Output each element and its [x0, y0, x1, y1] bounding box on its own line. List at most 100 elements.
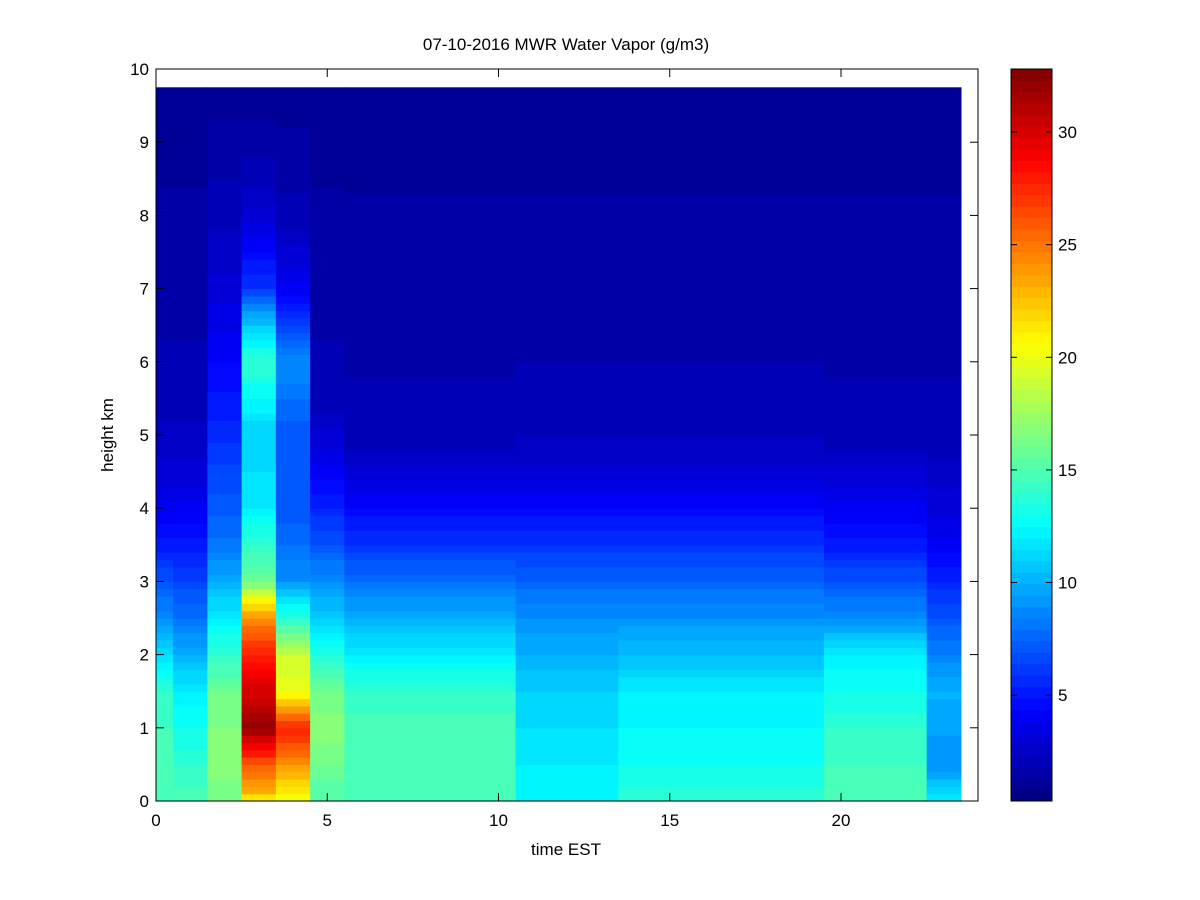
heatmap-cell [515, 698, 619, 707]
heatmap-cell [344, 87, 517, 92]
heatmap-cell [515, 742, 619, 751]
heatmap-cell [310, 705, 345, 714]
heatmap-cell [618, 493, 825, 502]
heatmap-cell [207, 764, 243, 773]
heatmap-cell [207, 127, 243, 136]
heatmap-cell [275, 478, 311, 487]
heatmap-cell [618, 581, 825, 590]
heatmap-cell [515, 559, 619, 568]
heatmap-cell [241, 449, 277, 458]
colorbar-band [1011, 435, 1052, 447]
heatmap-cell [207, 369, 243, 378]
heatmap-cell [618, 171, 825, 180]
heatmap-cell [823, 178, 928, 187]
heatmap-cell [275, 574, 311, 582]
heatmap-cell [515, 317, 619, 326]
heatmap-cell [823, 208, 928, 216]
heatmap-cell [515, 376, 619, 385]
heatmap-cell [823, 639, 928, 648]
heatmap-cell [275, 405, 311, 414]
heatmap-cell [926, 786, 962, 795]
heatmap-cell [515, 435, 619, 443]
heatmap-cell [173, 156, 208, 165]
heatmap-cell [241, 486, 277, 495]
heatmap-cell [618, 544, 825, 553]
heatmap-cell [618, 200, 825, 209]
heatmap-cell [344, 442, 517, 451]
heatmap-cell [156, 186, 174, 195]
heatmap-cell [275, 720, 311, 729]
heatmap-cell [618, 149, 825, 158]
heatmap-cell [618, 361, 825, 370]
heatmap-cell [618, 222, 825, 231]
heatmap-cell [926, 259, 962, 268]
heatmap-cell [241, 120, 277, 129]
heatmap-cell [275, 793, 311, 802]
heatmap-cell [515, 142, 619, 151]
heatmap-cell [823, 442, 928, 451]
heatmap-cell [618, 603, 825, 612]
heatmap-cell [275, 566, 311, 575]
heatmap-cell [275, 654, 311, 663]
heatmap-cell [515, 588, 619, 597]
heatmap-cell [156, 757, 174, 765]
heatmap-cell [156, 112, 174, 121]
heatmap-cell [344, 786, 517, 795]
heatmap-cell [515, 171, 619, 180]
heatmap-cell [275, 215, 311, 224]
heatmap-cell [275, 105, 311, 114]
heatmap-cell [241, 559, 277, 568]
heatmap-cell [618, 566, 825, 575]
heatmap-cell [515, 566, 619, 575]
heatmap-cell [310, 764, 345, 773]
heatmap-cell [618, 310, 825, 319]
heatmap-cell [156, 537, 174, 546]
heatmap-cell [926, 347, 962, 356]
heatmap-cell [207, 303, 243, 312]
heatmap-cell [207, 325, 243, 334]
heatmap-cell [344, 112, 517, 121]
heatmap-cell [173, 339, 208, 348]
heatmap-cell [241, 683, 277, 692]
colorbar-band [1011, 103, 1052, 116]
heatmap-cell [823, 574, 928, 582]
heatmap-cell [207, 537, 243, 546]
heatmap-cell [207, 720, 243, 729]
heatmap-cell [310, 156, 345, 165]
heatmap-cell [156, 449, 174, 458]
heatmap-cell [926, 493, 962, 502]
heatmap-cell [241, 112, 277, 121]
heatmap-cell [618, 295, 825, 304]
heatmap-cell [275, 735, 311, 744]
heatmap-cell [173, 588, 208, 597]
heatmap-cell [823, 420, 928, 429]
heatmap-cell [515, 193, 619, 202]
heatmap-cell [823, 164, 928, 173]
heatmap-cell [275, 142, 311, 151]
heatmap-cell [823, 508, 928, 517]
heatmap-cell [344, 120, 517, 129]
heatmap-cell [344, 661, 517, 670]
colorbar-band [1011, 698, 1052, 710]
heatmap-cell [344, 574, 517, 582]
heatmap-cell [275, 442, 311, 451]
heatmap-cell [926, 435, 962, 443]
heatmap-cell [173, 552, 208, 561]
heatmap-cell [241, 193, 277, 202]
heatmap-cell [241, 222, 277, 231]
colorbar-band [1011, 263, 1052, 276]
heatmap-cell [275, 427, 311, 436]
heatmap-cell [207, 142, 243, 151]
heatmap-cell [156, 361, 174, 370]
colorbar-band [1011, 572, 1052, 585]
heatmap-cell [823, 266, 928, 275]
colorbar-band [1011, 778, 1052, 791]
heatmap-cell [241, 530, 277, 539]
heatmap-cell [926, 705, 962, 714]
heatmap-cell [173, 771, 208, 780]
heatmap-cell [173, 610, 208, 619]
heatmap-cell [344, 164, 517, 173]
heatmap-cell [156, 625, 174, 634]
heatmap-cell [515, 134, 619, 143]
heatmap-cell [515, 303, 619, 312]
